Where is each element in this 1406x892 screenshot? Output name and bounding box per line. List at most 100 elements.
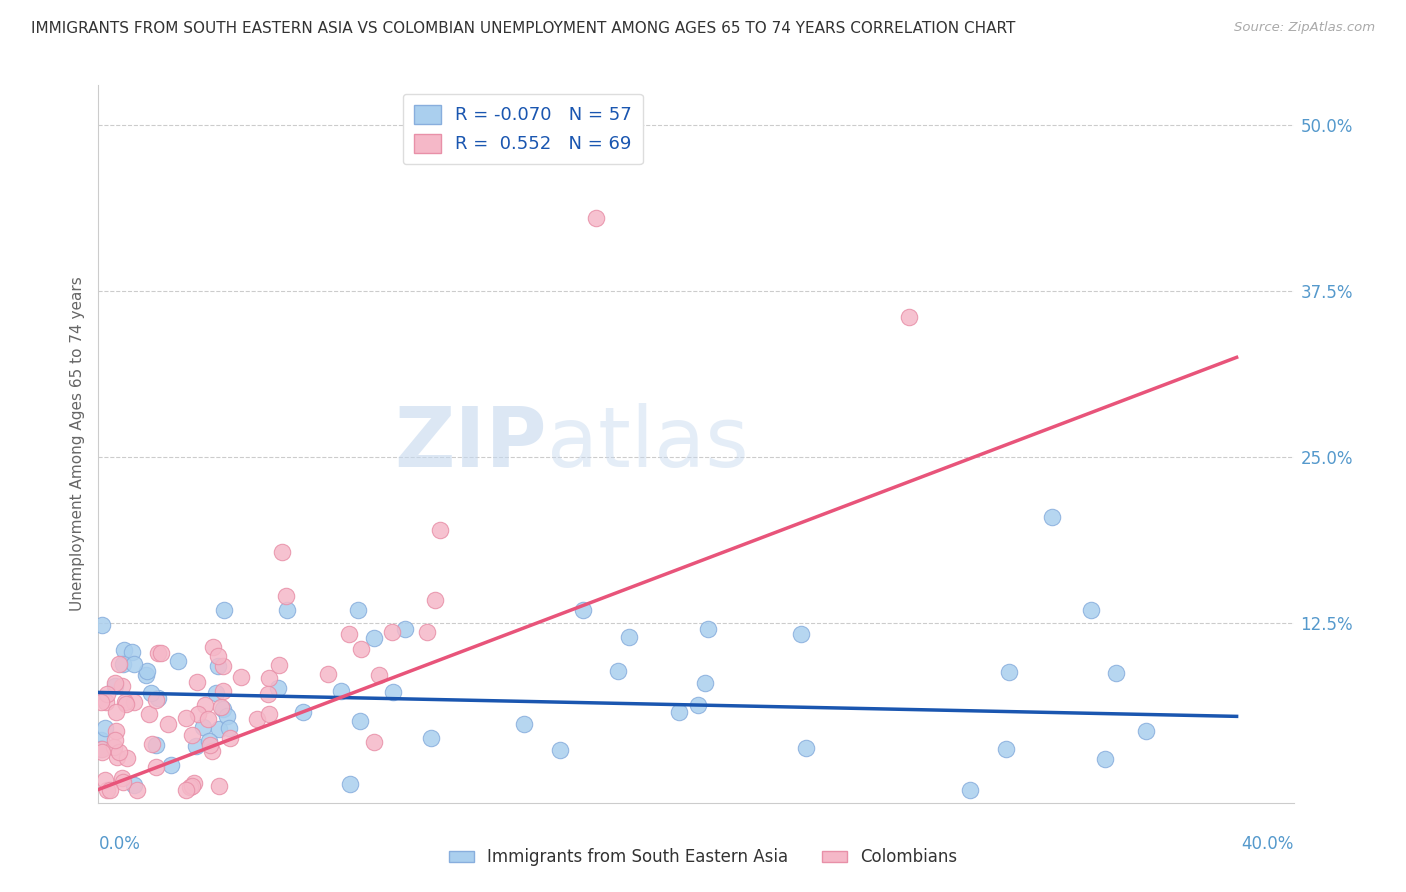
Point: [267, 658, 290, 673]
Point: [205, 686, 228, 700]
Point: [104, 733, 127, 747]
Point: [145, 693, 167, 707]
Point: [174, 782, 197, 797]
Point: [122, 779, 145, 793]
Point: [363, 631, 385, 645]
Point: [138, 706, 160, 721]
Point: [425, 593, 447, 607]
Point: [141, 686, 163, 700]
Point: [115, 697, 138, 711]
Point: [91, 741, 114, 756]
Point: [202, 640, 225, 654]
Point: [211, 659, 233, 673]
Point: [197, 713, 219, 727]
Point: [256, 687, 278, 701]
Point: [125, 782, 148, 797]
Point: [585, 211, 607, 225]
Point: [114, 695, 136, 709]
Point: [211, 702, 233, 716]
Point: [115, 751, 138, 765]
Point: [350, 641, 373, 656]
Point: [145, 738, 167, 752]
Point: [105, 724, 128, 739]
Point: [91, 745, 114, 759]
Point: [219, 731, 242, 745]
Text: 40.0%: 40.0%: [1241, 835, 1294, 853]
Point: [617, 630, 640, 644]
Point: [96, 782, 118, 797]
Point: [1080, 603, 1102, 617]
Point: [174, 711, 197, 725]
Point: [122, 657, 145, 672]
Point: [697, 622, 720, 636]
Point: [898, 310, 921, 325]
Point: [267, 681, 290, 695]
Point: [316, 667, 339, 681]
Point: [997, 665, 1019, 680]
Text: Source: ZipAtlas.com: Source: ZipAtlas.com: [1234, 21, 1375, 34]
Point: [156, 717, 179, 731]
Point: [416, 624, 439, 639]
Point: [571, 603, 593, 617]
Point: [218, 721, 240, 735]
Point: [187, 706, 209, 721]
Point: [111, 679, 134, 693]
Point: [367, 668, 389, 682]
Point: [90, 732, 112, 747]
Point: [292, 705, 315, 719]
Text: IMMIGRANTS FROM SOUTH EASTERN ASIA VS COLOMBIAN UNEMPLOYMENT AMONG AGES 65 TO 74: IMMIGRANTS FROM SOUTH EASTERN ASIA VS CO…: [31, 21, 1015, 36]
Point: [1040, 509, 1063, 524]
Point: [276, 603, 298, 617]
Point: [337, 627, 360, 641]
Point: [959, 782, 981, 797]
Point: [111, 771, 134, 785]
Point: [208, 779, 231, 793]
Point: [270, 544, 292, 558]
Point: [186, 675, 208, 690]
Point: [668, 705, 690, 719]
Point: [363, 735, 385, 749]
Point: [122, 695, 145, 709]
Point: [1094, 752, 1116, 766]
Point: [339, 777, 361, 791]
Point: [90, 618, 112, 632]
Point: [146, 646, 169, 660]
Point: [330, 683, 353, 698]
Point: [183, 776, 205, 790]
Point: [112, 775, 135, 789]
Point: [212, 603, 235, 617]
Point: [349, 714, 371, 728]
Text: ZIP: ZIP: [394, 403, 547, 484]
Point: [257, 671, 280, 685]
Point: [381, 685, 404, 699]
Point: [94, 721, 117, 735]
Legend: R = -0.070   N = 57, R =  0.552   N = 69: R = -0.070 N = 57, R = 0.552 N = 69: [402, 94, 643, 164]
Point: [209, 699, 232, 714]
Point: [548, 742, 571, 756]
Point: [198, 738, 221, 752]
Point: [695, 676, 717, 690]
Point: [96, 687, 118, 701]
Point: [111, 657, 134, 671]
Point: [184, 739, 207, 753]
Point: [686, 698, 709, 712]
Point: [194, 698, 217, 712]
Point: [257, 706, 280, 721]
Point: [141, 737, 163, 751]
Point: [90, 742, 112, 756]
Point: [1135, 723, 1157, 738]
Point: [181, 779, 204, 793]
Point: [229, 670, 252, 684]
Point: [166, 654, 188, 668]
Text: 0.0%: 0.0%: [98, 835, 141, 853]
Point: [100, 782, 122, 797]
Point: [135, 665, 157, 679]
Point: [212, 683, 235, 698]
Point: [104, 676, 127, 690]
Point: [207, 658, 229, 673]
Point: [794, 741, 817, 756]
Point: [381, 624, 404, 639]
Text: atlas: atlas: [547, 403, 748, 484]
Point: [149, 646, 172, 660]
Legend: Immigrants from South Eastern Asia, Colombians: Immigrants from South Eastern Asia, Colo…: [443, 842, 963, 873]
